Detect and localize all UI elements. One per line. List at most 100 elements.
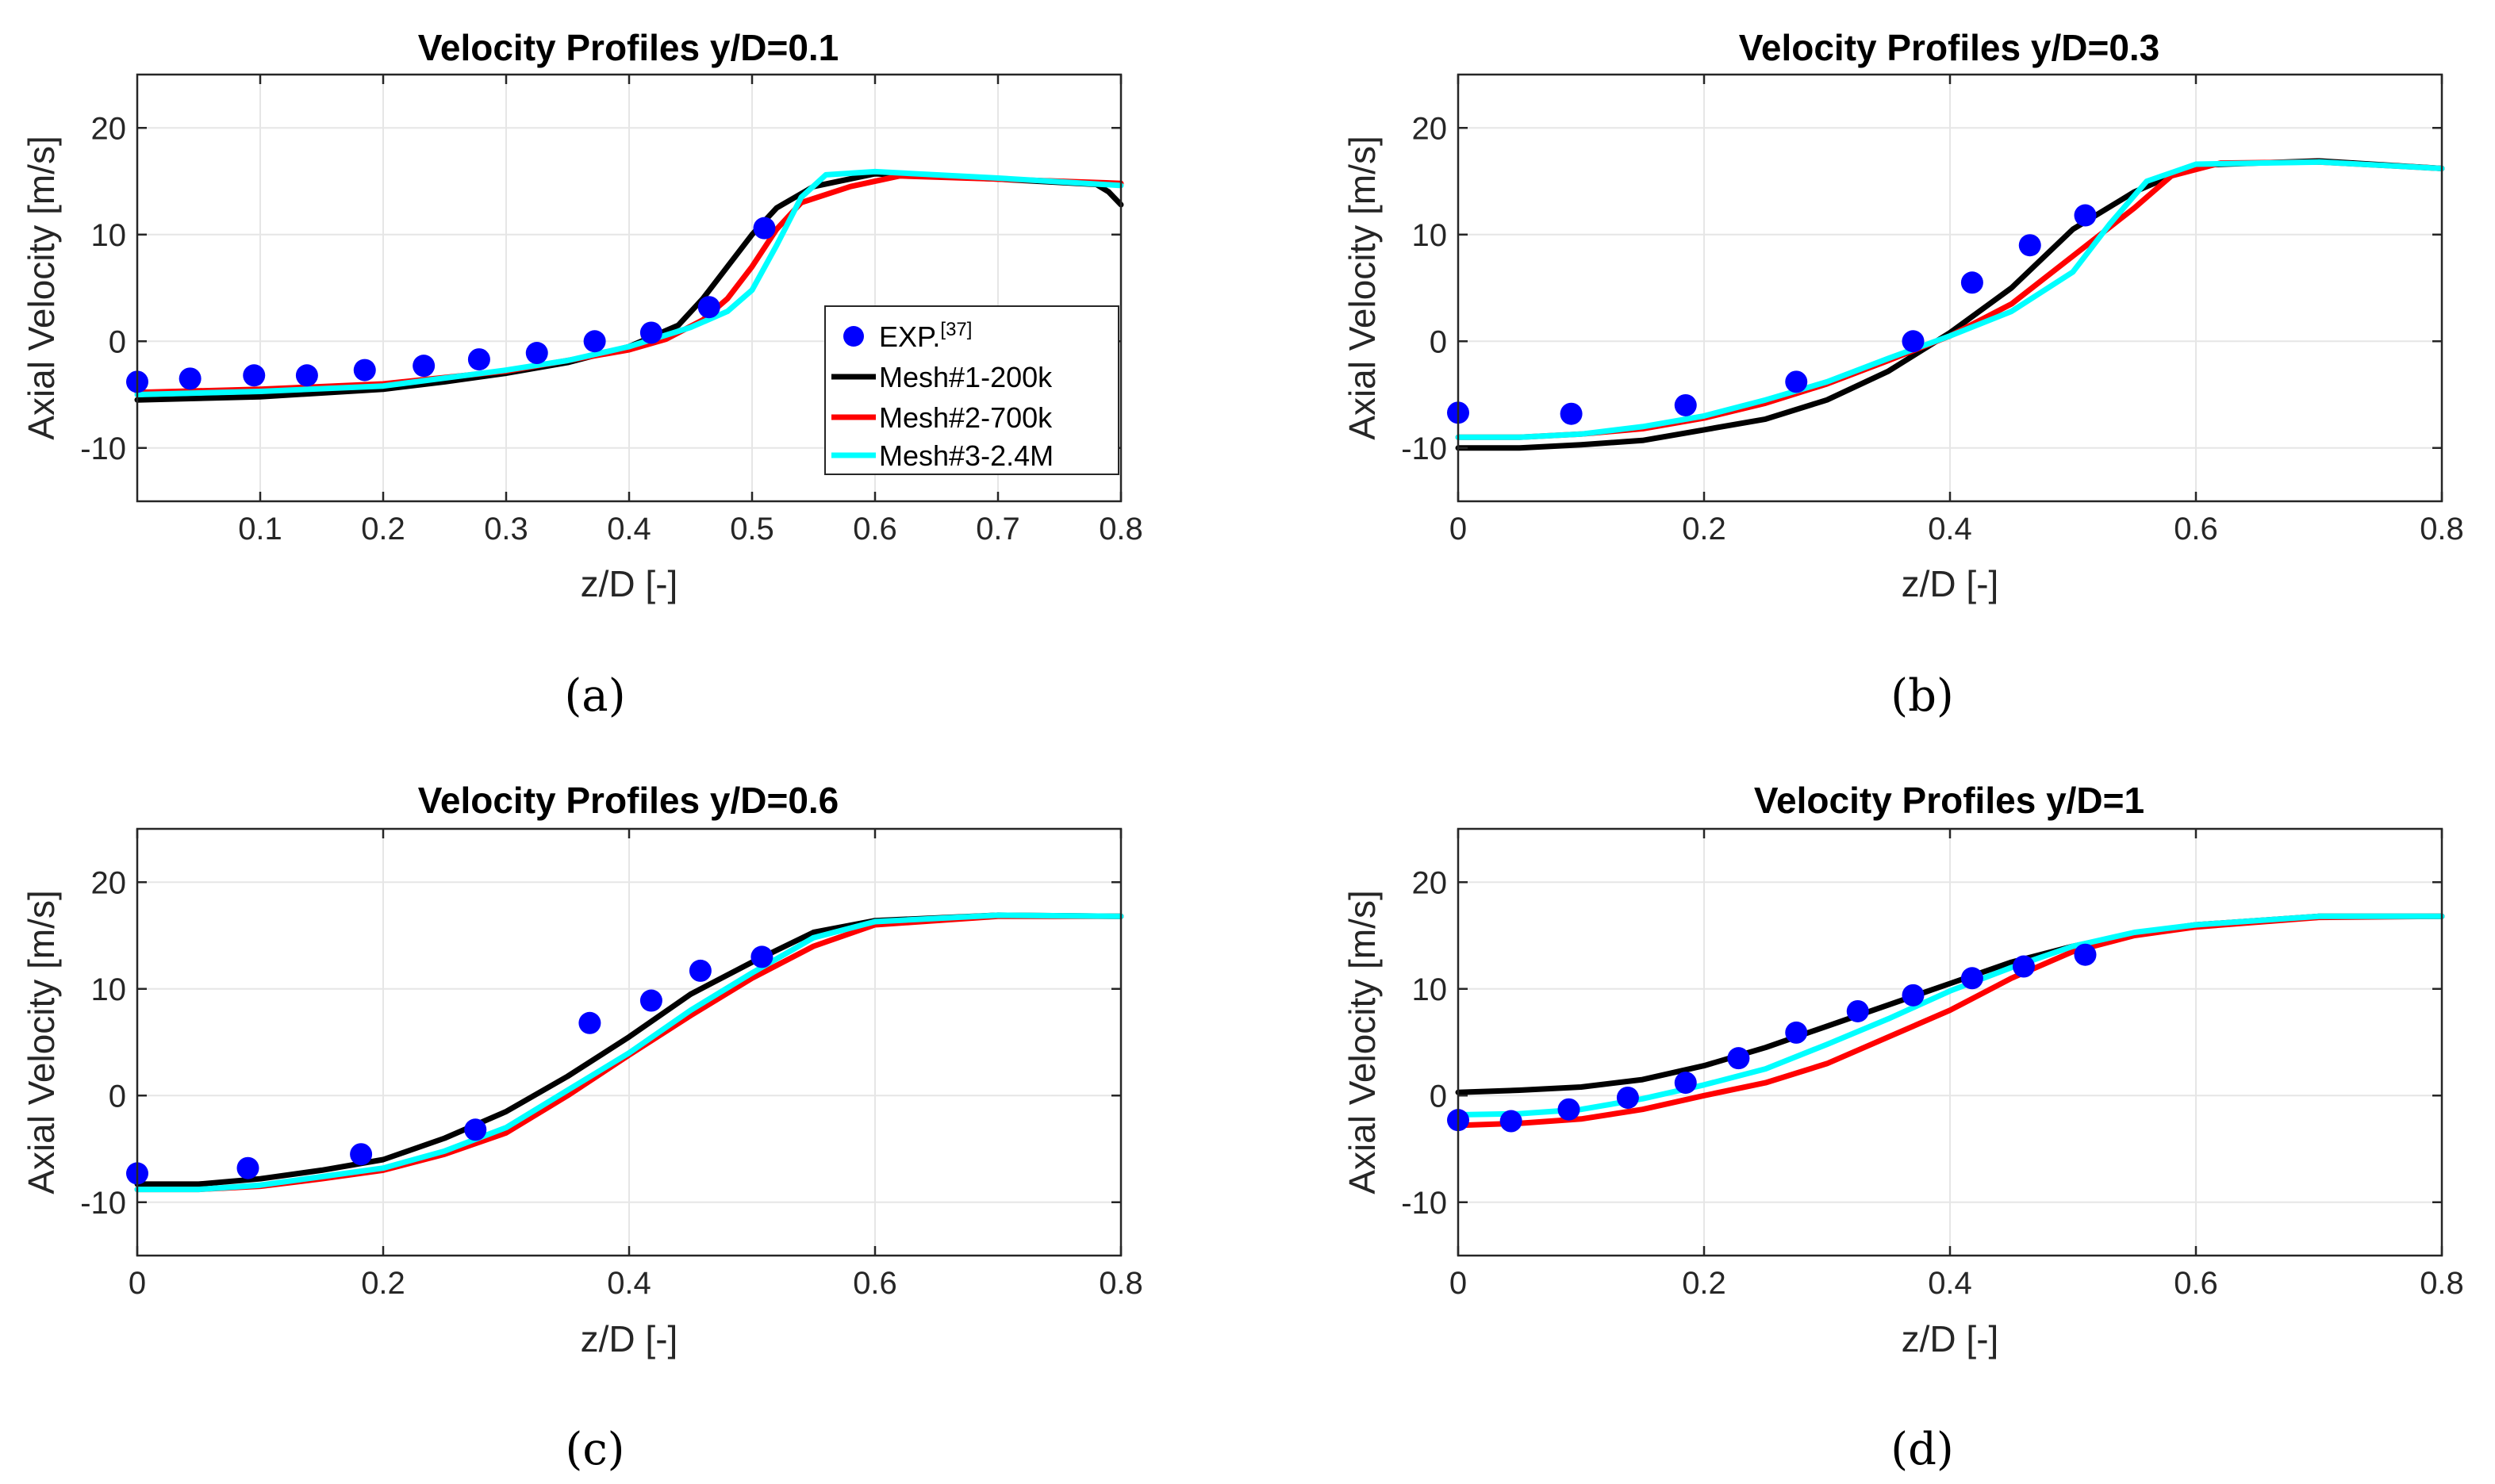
panel-a-caption: (a) <box>564 670 625 722</box>
panel-a-line-mesh3 <box>134 168 1124 397</box>
panel-d-exp-point <box>2074 943 2097 966</box>
panel-c-exp-point <box>578 1011 601 1034</box>
panel-c-caption: (c) <box>565 1424 624 1475</box>
panel-a-exp-point <box>639 321 662 344</box>
panel-b-title: Velocity Profiles y/D=0.3 <box>1739 27 2160 68</box>
panel-c-title: Velocity Profiles y/D=0.6 <box>418 780 839 821</box>
panel-c-marks <box>126 912 1124 1193</box>
panel-b-ytick-label: 0 <box>1430 324 1447 359</box>
panel-a-title: Velocity Profiles y/D=0.1 <box>418 27 839 68</box>
panel-a-ticks: 0.1 0.2 0.3 0.4 0.5 0.6 0.7 0.8 -10 0 10 20 <box>80 75 1143 546</box>
panel-d-ytick-label: -10 <box>1401 1186 1447 1221</box>
panel-b-ytick-label: 10 <box>1412 218 1448 253</box>
panel-c-ytick-label: -10 <box>80 1186 126 1221</box>
panel-b-marks <box>1447 158 2445 451</box>
panel-b-ytick-label: -10 <box>1401 431 1447 466</box>
panel-a-xtick-label: 0.2 <box>361 512 405 546</box>
panel-d: Velocity Profiles y/D=1 0 0.2 0.4 0.6 0.8 -10… <box>1342 780 2464 1475</box>
panel-a-exp-point <box>753 217 776 240</box>
panel-a-ytick-label: 0 <box>109 324 126 359</box>
legend-mesh1-label: Mesh#1-200k <box>879 361 1053 393</box>
panel-d-xtick-label: 0.6 <box>2174 1266 2218 1301</box>
panel-a-xlabel: z/D [-] <box>581 563 678 604</box>
panel-b-xtick-label: 0.2 <box>1682 512 1726 546</box>
panel-d-grid <box>1457 829 2443 1256</box>
panel-b-exp-point <box>1560 402 1583 425</box>
panel-d-xtick-label: 0.8 <box>2420 1266 2464 1301</box>
panel-b-exp-point <box>1960 271 1983 294</box>
panel-b-ylabel: Axial Velocity [m/s] <box>1342 136 1383 439</box>
panel-c-xtick-label: 0.8 <box>1099 1266 1143 1301</box>
panel-a-ytick-label: 20 <box>91 111 127 146</box>
legend-mesh3-label: Mesh#3-2.4M <box>879 439 1054 472</box>
panel-b-ytick-label: 20 <box>1412 111 1448 146</box>
panel-c-xtick-label: 0.2 <box>361 1266 405 1301</box>
panel-d-exp-point <box>1674 1072 1697 1095</box>
panel-a-exp-point <box>178 367 202 390</box>
panel-a-exp-point <box>525 342 548 365</box>
panel-d-exp-point <box>2013 955 2035 978</box>
panel-b-ticks: 0 0.2 0.4 0.6 0.8 -10 0 10 20 <box>1401 75 2464 546</box>
panel-c-ytick-label: 10 <box>91 972 127 1007</box>
panel-c-exp-point <box>236 1156 259 1179</box>
panel-a-marks <box>126 168 1124 403</box>
panel-c-grid <box>136 829 1122 1256</box>
panel-b-exp-point <box>2074 204 2097 227</box>
panel-c-ticks: 0 0.2 0.4 0.6 0.8 -10 0 10 20 <box>80 829 1143 1301</box>
panel-d-ytick-label: 10 <box>1412 972 1448 1007</box>
panel-b-exp-point <box>2018 234 2041 257</box>
panel-a-exp-point <box>413 355 436 378</box>
panel-a-ytick-label: -10 <box>80 431 126 466</box>
legend-exp-marker <box>843 326 864 347</box>
panel-d-marks <box>1447 913 2445 1133</box>
panel-d-title: Velocity Profiles y/D=1 <box>1754 780 2144 821</box>
panel-c-xtick-label: 0.6 <box>853 1266 897 1301</box>
panel-d-exp-point <box>1499 1110 1522 1133</box>
panel-d-line-mesh3 <box>1455 913 2445 1118</box>
panel-b-xtick-label: 0.8 <box>2420 512 2464 546</box>
panel-a-xtick-label: 0.7 <box>976 512 1020 546</box>
panel-a-exp-point <box>583 330 606 353</box>
panel-d-xtick-label: 0.4 <box>1928 1266 1972 1301</box>
panel-b-exp-point <box>1902 330 1925 353</box>
legend-box <box>824 305 1119 475</box>
panel-b-xlabel: z/D [-] <box>1902 563 1999 604</box>
panel-c-exp-point <box>639 989 662 1012</box>
panel-c-exp-point <box>750 945 773 968</box>
panel-d-ytick-label: 20 <box>1412 865 1448 900</box>
panel-a-xtick-label: 0.5 <box>730 512 774 546</box>
panel-a-xtick-label: 0.1 <box>238 512 282 546</box>
panel-a-exp-point <box>295 364 318 387</box>
panel-a-exp-point <box>243 364 266 387</box>
panel-c-xtick-label: 0.4 <box>607 1266 651 1301</box>
panel-d-ticks: 0 0.2 0.4 0.6 0.8 -10 0 10 20 <box>1401 829 2464 1301</box>
panel-c-exp-point <box>689 959 712 982</box>
panel-d-ytick-label: 0 <box>1430 1079 1447 1114</box>
panel-d-xtick-label: 0 <box>1449 1266 1467 1301</box>
panel-c-exp-point <box>464 1118 487 1141</box>
panel-a-exp-point <box>697 296 720 319</box>
panel-a: Velocity Profiles y/D=0.1 0.1 0.2 0.3 0.4 0.… <box>21 27 1143 722</box>
panel-c-ylabel: Axial Velocity [m/s] <box>21 890 62 1194</box>
panel-a-ytick-label: 10 <box>91 218 127 253</box>
panel-d-exp-point <box>1846 999 1869 1022</box>
panel-c-exp-point <box>350 1143 373 1166</box>
panel-c-xtick-label: 0 <box>129 1266 146 1301</box>
panel-d-xtick-label: 0.2 <box>1682 1266 1726 1301</box>
panel-d-ylabel: Axial Velocity [m/s] <box>1342 890 1383 1194</box>
panel-d-exp-point <box>1616 1086 1639 1109</box>
legend-exp-label: EXP.[37] <box>879 319 972 353</box>
panel-d-exp-point <box>1557 1098 1580 1121</box>
panel-c-ytick-label: 0 <box>109 1079 126 1114</box>
panel-a-xtick-label: 0.3 <box>484 512 528 546</box>
panel-a-ylabel: Axial Velocity [m/s] <box>21 136 62 439</box>
panel-b-xtick-label: 0.4 <box>1928 512 1972 546</box>
panel-d-exp-point <box>1785 1021 1808 1044</box>
panel-a-exp-point <box>467 348 490 371</box>
panel-b-exp-point <box>1785 370 1808 393</box>
panel-c-ytick-label: 20 <box>91 865 127 900</box>
panel-d-exp-point <box>1902 984 1925 1007</box>
panel-c-line-mesh3 <box>134 912 1124 1193</box>
panel-b-xtick-label: 0.6 <box>2174 512 2218 546</box>
